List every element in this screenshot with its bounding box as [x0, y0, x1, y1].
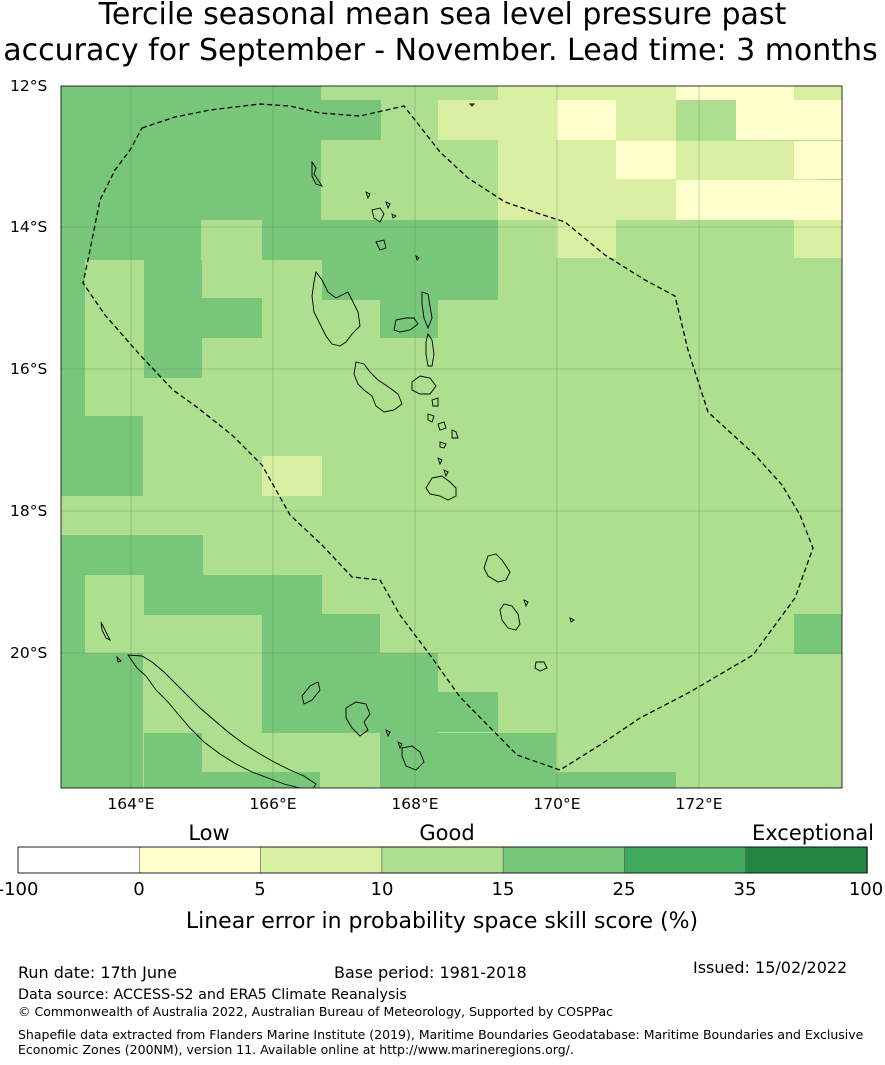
- map-title-line-2: accuracy for September - November. Lead …: [3, 33, 878, 68]
- skill-grid-cell: [144, 733, 202, 788]
- efate-outline: [425, 475, 457, 501]
- skill-grid-cell: [794, 220, 842, 258]
- skill-grid-cell: [438, 100, 498, 140]
- skill-grid-cell: [794, 86, 842, 100]
- lat-label: 16°S: [10, 360, 47, 378]
- colorbar-frame: [17, 846, 868, 874]
- graticule: [61, 86, 842, 788]
- colorbar-label: Linear error in probability space skill …: [186, 909, 698, 934]
- tanna-outline: [499, 603, 521, 631]
- copyright: © Commonwealth of Australia 2022, Austra…: [18, 1004, 613, 1019]
- skill-grid-cell: [380, 300, 438, 338]
- new-caledonia-outline: [127, 654, 317, 788]
- skill-grid-cell: [61, 535, 203, 575]
- lon-label: 164°E: [107, 795, 154, 813]
- skill-grid-cell: [262, 456, 322, 496]
- colorbar-swatches: [17, 846, 868, 874]
- skill-grid-cell: [61, 100, 381, 140]
- malekula-outline: [353, 361, 403, 413]
- skill-grid-cell: [144, 260, 202, 378]
- map-frame: [60, 85, 843, 789]
- colorbar-category-low: Low: [188, 821, 229, 845]
- lon-label: 170°E: [533, 795, 580, 813]
- skill-grid-cell: [736, 100, 842, 140]
- colorbar-swatch: [17, 846, 141, 874]
- espiritu-santo-outline: [311, 270, 361, 347]
- skill-grid-cell: [380, 733, 556, 788]
- skill-grid-cell: [61, 86, 321, 100]
- erromango-outline: [483, 553, 511, 583]
- lat-label: 18°S: [10, 502, 47, 520]
- lat-label: 20°S: [10, 644, 47, 662]
- skill-grid-cell: [676, 86, 794, 100]
- skill-grid-cell: [262, 653, 438, 733]
- skill-grid-cell: [556, 772, 676, 788]
- colorbar-tick: -100: [0, 879, 38, 900]
- colorbar-tick: 10: [371, 879, 394, 900]
- base-period: Base period: 1981-2018: [334, 963, 527, 982]
- colorbar: Low Good Exceptional -100 0 5 10 15 25 3…: [0, 821, 883, 934]
- colorbar-tick: 25: [613, 879, 636, 900]
- skill-grid-cell: [616, 141, 676, 179]
- colorbar-tick: 15: [492, 879, 515, 900]
- colorbar-category-good: Good: [419, 821, 474, 845]
- skill-grid-cell: [144, 575, 322, 615]
- map-title-line-1: Tercile seasonal mean sea level pressure…: [98, 0, 787, 32]
- colorbar-tick: 5: [254, 879, 265, 900]
- colorbar-swatch: [138, 846, 262, 874]
- colorbar-tick: 100: [849, 879, 883, 900]
- skill-grid-cell: [322, 260, 498, 300]
- skill-grid-cell: [262, 220, 498, 260]
- skill-grid-cell: [61, 575, 85, 655]
- skill-grid-cell: [794, 614, 842, 654]
- skill-grid-cell: [794, 141, 842, 179]
- skill-grid: [61, 86, 842, 788]
- skill-grid-cell: [202, 772, 320, 788]
- skill-grid-cell: [61, 416, 143, 496]
- colorbar-tick: 35: [734, 879, 757, 900]
- lon-label: 168°E: [391, 795, 438, 813]
- skill-grid-cell: [202, 298, 262, 338]
- shapefile-credit-line-1: Shapefile data extracted from Flanders M…: [18, 1027, 864, 1042]
- colorbar-category-exceptional: Exceptional: [752, 821, 874, 845]
- shapefile-credit-line-2: Economic Zones (200NM), version 11. Avai…: [18, 1042, 574, 1057]
- colorbar-swatch: [502, 846, 626, 874]
- lat-label: 12°S: [10, 78, 47, 95]
- skill-grid-cell: [61, 653, 143, 788]
- skill-grid-cell: [262, 614, 380, 654]
- eez-boundary: [82, 103, 814, 771]
- colorbar-swatch: [745, 846, 868, 874]
- data-source: Data source: ACCESS-S2 and ERA5 Climate …: [18, 987, 407, 1003]
- run-date: Run date: 17th June: [18, 963, 178, 982]
- colorbar-swatch: [381, 846, 504, 874]
- colorbar-swatch: [624, 846, 747, 874]
- lon-label: 172°E: [675, 795, 722, 813]
- skill-grid-cell: [61, 140, 321, 220]
- skill-grid-cell: [438, 692, 498, 732]
- colorbar-tick: 0: [133, 879, 144, 900]
- colorbar-swatch: [260, 846, 383, 874]
- issued-date: Issued: 15/02/2022: [693, 958, 848, 977]
- lat-label: 14°S: [10, 218, 47, 236]
- skill-grid-cell: [556, 100, 616, 140]
- skill-map: 12°S 14°S 16°S 18°S 20°S 164°E 166°E 168…: [10, 78, 843, 813]
- island-outlines: [100, 103, 575, 788]
- skill-grid-cell: [676, 180, 842, 220]
- lon-label: 166°E: [249, 795, 296, 813]
